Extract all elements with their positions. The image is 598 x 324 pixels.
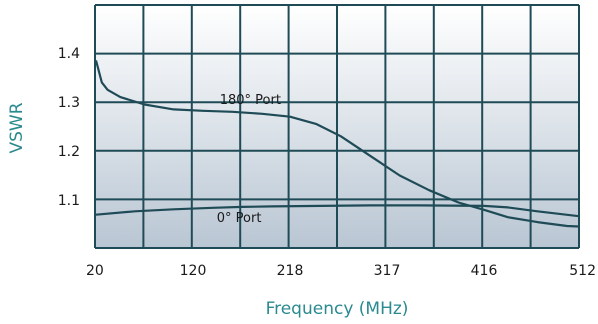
x-tick-labels: 20 120 218 317 416 512 [86, 263, 596, 279]
y-tick-labels: 1.1 1.2 1.3 1.4 [58, 46, 80, 209]
y-tick-label: 1.4 [58, 46, 80, 62]
x-tick-label: 416 [471, 263, 498, 279]
x-tick-label: 317 [374, 263, 401, 279]
grid-lines [94, 4, 580, 249]
y-axis-label: VSWR [7, 102, 27, 153]
x-tick-label: 512 [569, 263, 596, 279]
x-tick-label: 20 [86, 263, 104, 279]
x-tick-label: 120 [180, 263, 207, 279]
x-tick-label: 218 [277, 263, 304, 279]
series-line-1 [95, 60, 579, 228]
series-line-2 [95, 204, 579, 218]
y-tick-label: 1.3 [58, 95, 80, 111]
series-annotation: 0° Port [217, 211, 262, 226]
annotations: 180° Port 0° Port [217, 93, 281, 226]
series-annotation: 180° Port [220, 93, 281, 108]
x-axis-label: Frequency (MHz) [266, 299, 409, 319]
y-tick-label: 1.2 [58, 144, 80, 160]
y-tick-label: 1.1 [58, 193, 80, 209]
series-group [95, 60, 579, 228]
